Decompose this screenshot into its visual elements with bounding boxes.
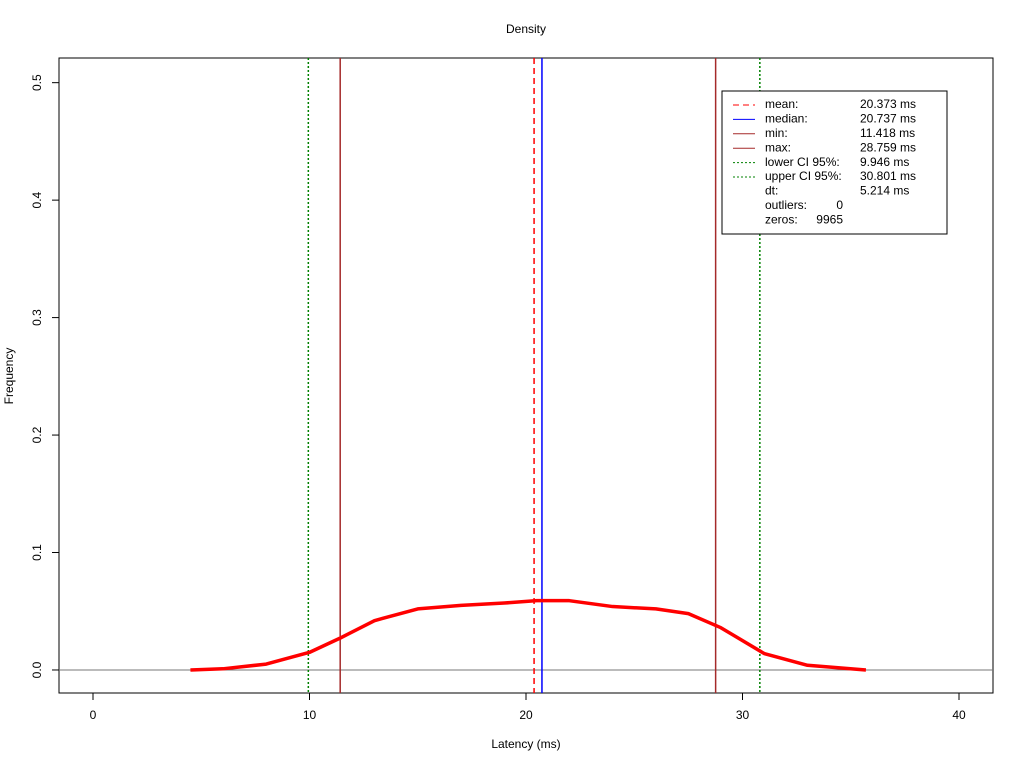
legend-label: dt: (765, 184, 778, 198)
legend-value: 20.737 ms (860, 112, 916, 126)
legend-value: 9.946 ms (860, 155, 909, 169)
legend-value: 20.373 ms (860, 97, 916, 111)
legend-label: mean: (765, 97, 798, 111)
legend-label: max: (765, 140, 791, 154)
legend-value: 5.214 ms (860, 184, 909, 198)
legend-value: 28.759 ms (860, 140, 916, 154)
y-tick-label: 0.4 (30, 191, 44, 208)
legend-value: 0 (836, 198, 843, 212)
legend-label: median: (765, 112, 808, 126)
x-tick-label: 30 (736, 708, 750, 722)
y-tick-label: 0.2 (30, 426, 44, 443)
y-tick-label: 0.0 (30, 661, 44, 678)
x-tick-label: 40 (952, 708, 966, 722)
x-tick-label: 20 (519, 708, 533, 722)
legend-value: 30.801 ms (860, 169, 916, 183)
chart-title: Density (506, 22, 546, 36)
legend-value: 11.418 ms (860, 126, 915, 140)
x-axis-label: Latency (ms) (491, 737, 560, 751)
x-tick-label: 10 (303, 708, 317, 722)
legend-label: min: (765, 126, 788, 140)
y-tick-label: 0.5 (30, 74, 44, 91)
legend-box (721, 90, 948, 235)
legend-value: 9965 (816, 212, 843, 226)
legend-label: lower CI 95%: (765, 155, 840, 169)
legend-label: zeros: (765, 212, 798, 226)
legend-label: upper CI 95%: (765, 169, 842, 183)
x-tick-label: 0 (90, 708, 97, 722)
y-axis-label: Frequency (2, 348, 16, 405)
y-tick-label: 0.3 (30, 309, 44, 326)
y-tick-label: 0.1 (30, 544, 44, 561)
legend-label: outliers: (765, 198, 807, 212)
density-curve (190, 598, 867, 672)
